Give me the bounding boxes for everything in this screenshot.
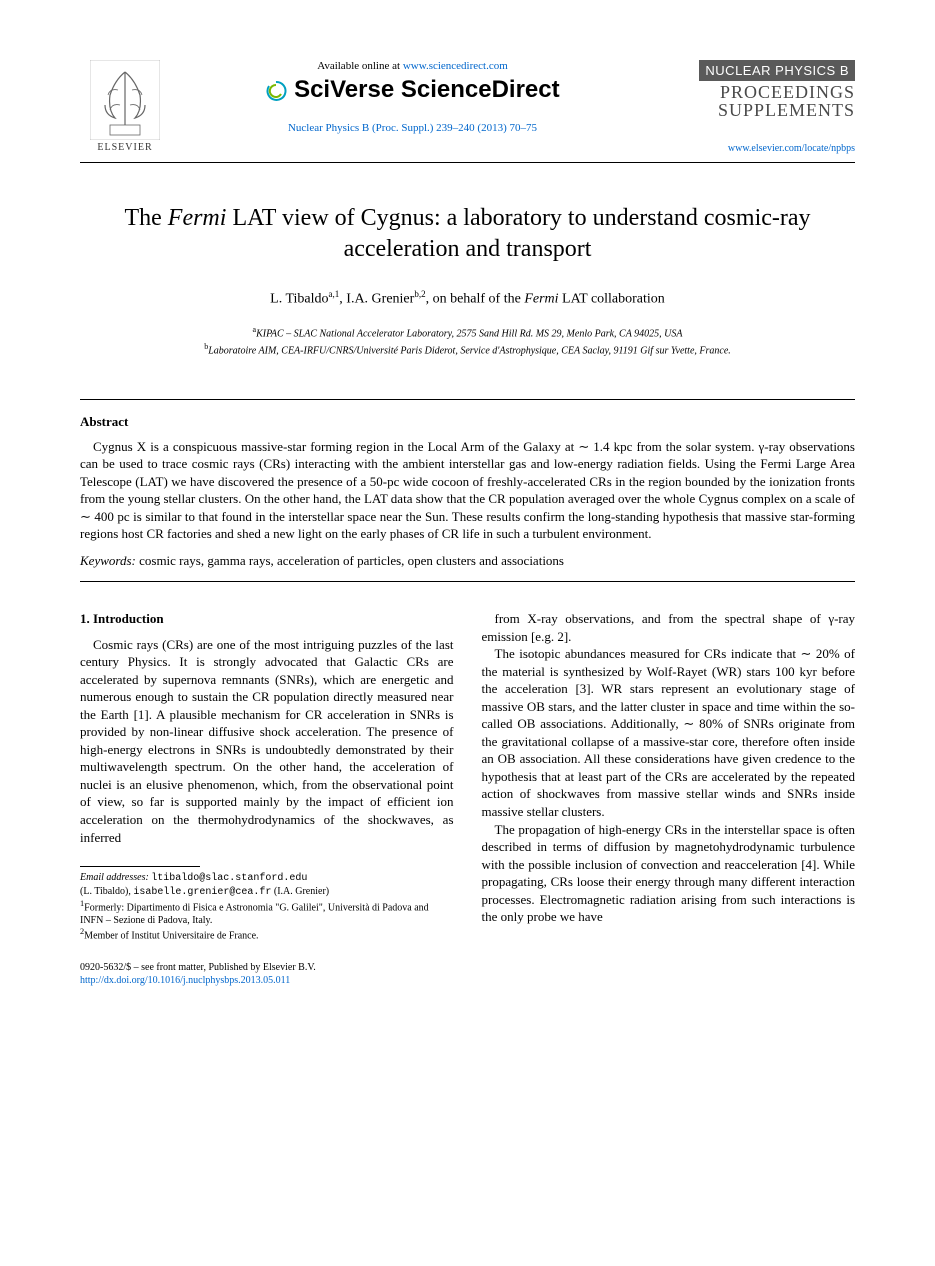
body-paragraph: from X-ray observations, and from the sp…	[482, 610, 856, 645]
doi-link[interactable]: http://dx.doi.org/10.1016/j.nuclphysbps.…	[80, 975, 290, 986]
publisher-logo-block: ELSEVIER	[80, 60, 170, 153]
sciverse-brand: SciVerse ScienceDirect	[190, 76, 635, 104]
author-1: L. Tibaldo	[270, 292, 328, 307]
journal-reference[interactable]: Nuclear Physics B (Proc. Suppl.) 239–240…	[190, 122, 635, 134]
abstract-rule-bottom	[80, 581, 855, 582]
footnote-emails-line2: (L. Tibaldo), isabelle.grenier@cea.fr (I…	[80, 885, 454, 899]
section-1-heading: 1. Introduction	[80, 610, 454, 628]
abstract-heading: Abstract	[80, 414, 855, 430]
elsevier-tree-icon	[90, 60, 160, 140]
issn-line: 0920-5632/$ – see front matter, Publishe…	[80, 961, 855, 974]
affiliations: aKIPAC – SLAC National Accelerator Labor…	[80, 324, 855, 359]
footnotes: Email addresses: ltibaldo@slac.stanford.…	[80, 871, 454, 943]
body-paragraph: The isotopic abundances measured for CRs…	[482, 645, 856, 820]
author-2: I.A. Grenier	[346, 292, 414, 307]
column-right: from X-ray observations, and from the sp…	[482, 610, 856, 943]
body-paragraph: Cosmic rays (CRs) are one of the most in…	[80, 636, 454, 847]
abstract-rule-top	[80, 399, 855, 400]
footnote-emails: Email addresses: ltibaldo@slac.stanford.…	[80, 871, 454, 885]
header-center: Available online at www.sciencedirect.co…	[170, 60, 655, 134]
body-paragraph: The propagation of high-energy CRs in th…	[482, 821, 856, 926]
email-1[interactable]: ltibaldo@slac.stanford.edu	[151, 873, 307, 884]
footnote-2: 2Member of Institut Universitaire de Fra…	[80, 927, 454, 942]
header: ELSEVIER Available online at www.science…	[80, 60, 855, 154]
page-footer: 0920-5632/$ – see front matter, Publishe…	[80, 961, 855, 987]
keywords-text: cosmic rays, gamma rays, acceleration of…	[136, 553, 564, 568]
journal-title-box: NUCLEAR PHYSICS B	[699, 60, 855, 81]
header-rule	[80, 162, 855, 163]
sciverse-swirl-icon	[265, 80, 287, 102]
keywords-line: Keywords: cosmic rays, gamma rays, accel…	[80, 553, 855, 569]
available-online-text: Available online at www.sciencedirect.co…	[190, 60, 635, 72]
footnote-1: 1Formerly: Dipartimento di Fisica e Astr…	[80, 899, 454, 927]
affiliation-b: bLaboratoire AIM, CEA-IRFU/CNRS/Universi…	[80, 341, 855, 358]
authors-line: L. Tibaldoa,1, I.A. Grenierb,2, on behal…	[80, 289, 855, 308]
body-columns: 1. Introduction Cosmic rays (CRs) are on…	[80, 610, 855, 943]
proceedings-supplements: PROCEEDINGS SUPPLEMENTS	[655, 83, 855, 119]
header-right: NUCLEAR PHYSICS B PROCEEDINGS SUPPLEMENT…	[655, 60, 855, 154]
footnote-rule	[80, 866, 200, 867]
email-2[interactable]: isabelle.grenier@cea.fr	[133, 887, 271, 898]
publisher-name: ELSEVIER	[97, 142, 152, 153]
abstract-body: Cygnus X is a conspicuous massive-star f…	[80, 438, 855, 543]
affiliation-a: aKIPAC – SLAC National Accelerator Labor…	[80, 324, 855, 341]
elsevier-locate-link[interactable]: www.elsevier.com/locate/npbps	[655, 143, 855, 154]
article-title: The Fermi LAT view of Cygnus: a laborato…	[80, 203, 855, 265]
keywords-label: Keywords:	[80, 553, 136, 568]
column-left: 1. Introduction Cosmic rays (CRs) are on…	[80, 610, 454, 943]
sciencedirect-link[interactable]: www.sciencedirect.com	[403, 60, 508, 72]
